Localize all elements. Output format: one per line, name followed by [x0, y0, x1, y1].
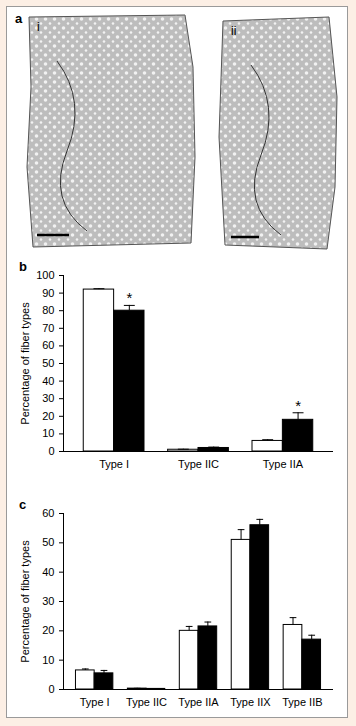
- svg-text:Type IIC: Type IIC: [126, 696, 167, 708]
- svg-text:10: 10: [42, 427, 54, 439]
- svg-text:Type I: Type I: [99, 458, 129, 470]
- svg-text:30: 30: [42, 392, 54, 404]
- svg-text:Type IIX: Type IIX: [230, 696, 271, 708]
- html-text:c: c: [19, 497, 27, 512]
- svg-text:60: 60: [42, 339, 54, 351]
- svg-text:20: 20: [42, 624, 54, 636]
- svg-text:30: 30: [42, 595, 54, 607]
- svg-text:20: 20: [42, 410, 54, 422]
- svg-text:*: *: [126, 289, 132, 306]
- svg-text:80: 80: [42, 304, 54, 316]
- svg-text:Percentage of fiber types: Percentage of fiber types: [19, 302, 31, 425]
- svg-text:Type I: Type I: [80, 696, 110, 708]
- svg-text:100: 100: [36, 269, 54, 281]
- svg-text:40: 40: [42, 566, 54, 578]
- svg-text:70: 70: [42, 322, 54, 334]
- svg-text:40: 40: [42, 375, 54, 387]
- svg-text:0: 0: [48, 445, 54, 457]
- svg-text:Type IIA: Type IIA: [263, 458, 304, 470]
- svg-text:Type IIA: Type IIA: [178, 696, 219, 708]
- svg-text:0: 0: [48, 683, 54, 695]
- svg-text:90: 90: [42, 287, 54, 299]
- svg-text:10: 10: [42, 654, 54, 666]
- svg-text:50: 50: [42, 357, 54, 369]
- svg-text:ii: ii: [231, 24, 236, 38]
- svg-text:i: i: [37, 20, 40, 34]
- svg-text:Percentage of fiber types: Percentage of fiber types: [19, 540, 31, 663]
- svg-text:60: 60: [42, 507, 54, 519]
- html-text:b: b: [19, 259, 27, 274]
- svg-text:*: *: [295, 397, 301, 414]
- html-text:a: a: [15, 11, 23, 26]
- svg-text:50: 50: [42, 536, 54, 548]
- svg-text:Type IIB: Type IIB: [282, 696, 322, 708]
- svg-text:Type IIC: Type IIC: [178, 458, 219, 470]
